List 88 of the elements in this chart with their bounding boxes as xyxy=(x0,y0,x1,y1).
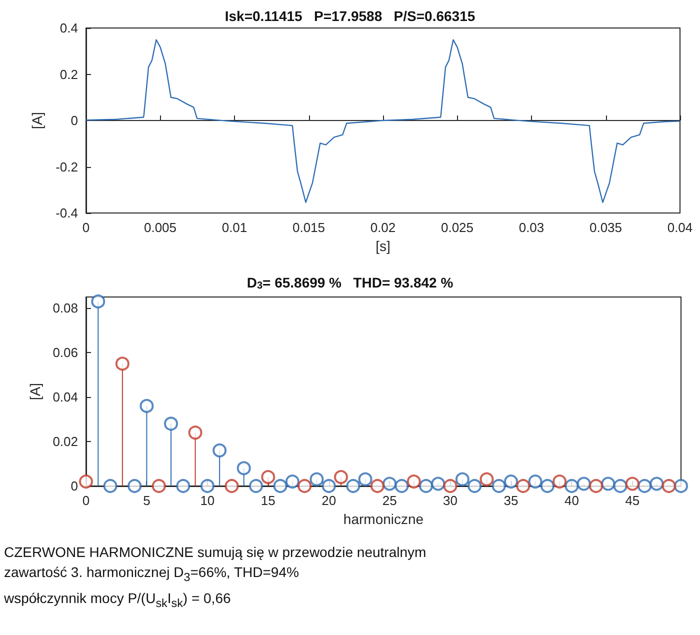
point xyxy=(200,479,214,493)
point xyxy=(103,479,118,493)
point xyxy=(576,476,591,491)
point xyxy=(273,479,288,493)
point xyxy=(322,479,336,493)
x-tick-label: 35 xyxy=(504,493,518,508)
point xyxy=(589,479,603,493)
point xyxy=(431,476,446,491)
y-axis-title: [A] xyxy=(26,382,43,400)
x-tick-label: 0.025 xyxy=(440,220,474,235)
y-tick-label: 0 xyxy=(70,478,78,494)
y-tick-label: 0.08 xyxy=(52,300,78,316)
text: zawartość 3. harmonicznej D$_{3}$=66%, THD=94% xyxy=(4,563,300,586)
y-tick-label: 0.2 xyxy=(60,66,78,82)
point xyxy=(528,474,542,489)
point xyxy=(346,479,360,493)
point xyxy=(310,472,324,486)
point xyxy=(406,474,421,489)
point xyxy=(224,479,239,493)
point xyxy=(164,416,178,431)
x-tick-label: 40 xyxy=(564,493,579,508)
point xyxy=(601,476,616,491)
point xyxy=(128,479,142,493)
point xyxy=(419,479,433,493)
point xyxy=(516,479,530,493)
point xyxy=(613,479,628,493)
point xyxy=(650,476,664,491)
point xyxy=(468,479,482,493)
point xyxy=(236,461,251,476)
x-tick-label: 15 xyxy=(260,493,276,508)
point xyxy=(188,426,202,440)
x-tick-label: 10 xyxy=(200,493,215,508)
x-axis-title: harmoniczne xyxy=(343,511,424,527)
text: CZERWONE HARMONICZNE sumują się w przewodzie neutralnym xyxy=(4,543,426,562)
x-tick-label: 30 xyxy=(443,493,458,508)
x-tick-label: 5 xyxy=(143,493,150,508)
point xyxy=(176,479,190,493)
point xyxy=(79,474,93,489)
point xyxy=(443,479,458,493)
point xyxy=(298,479,312,493)
point xyxy=(91,294,106,308)
point xyxy=(480,472,494,486)
point xyxy=(492,479,506,493)
point xyxy=(674,479,688,493)
point xyxy=(370,479,384,493)
x-tick-label: 25 xyxy=(382,493,397,508)
y-tick-label: 0.04 xyxy=(52,390,78,405)
point xyxy=(212,443,227,458)
x-tick-label: 0.015 xyxy=(292,220,326,235)
point xyxy=(152,479,166,493)
point xyxy=(662,479,676,493)
text: współczynnik mocy P/(U$_{sk}$I$_{sk}$) = 0,66 xyxy=(4,588,232,612)
point xyxy=(455,472,470,486)
point xyxy=(334,470,348,484)
point xyxy=(394,479,409,493)
x-tick-label: 0 xyxy=(82,493,90,508)
point xyxy=(382,476,397,491)
point xyxy=(285,474,300,489)
point xyxy=(552,474,567,489)
point xyxy=(625,476,640,491)
line-series xyxy=(85,39,681,203)
x-axis-title: [s] xyxy=(376,238,390,254)
point xyxy=(140,398,154,413)
x-tick-label: 0.03 xyxy=(518,220,544,235)
point xyxy=(504,474,518,489)
x-tick-label: 20 xyxy=(322,493,336,508)
point xyxy=(358,472,372,486)
x-tick-label: 0.02 xyxy=(370,220,396,235)
x-tick-label: 0.035 xyxy=(589,220,622,235)
y-axis-title: [A] xyxy=(29,112,45,130)
point xyxy=(540,479,554,493)
x-tick-label: 45 xyxy=(625,493,640,508)
y-tick-label: -0.2 xyxy=(56,159,78,174)
point xyxy=(115,356,130,371)
x-tick-label: 0.005 xyxy=(144,220,177,235)
x-tick-label: 0 xyxy=(82,220,90,235)
y-tick-label: 0.4 xyxy=(60,20,78,36)
y-tick-label: 0 xyxy=(70,113,78,128)
chart-title: Isk=0.11415 P=17.9588 P/S=0.66315 xyxy=(224,8,476,24)
point xyxy=(638,479,652,493)
y-tick-label: 0.02 xyxy=(52,434,78,450)
y-tick-label: 0.06 xyxy=(52,345,78,360)
x-tick-label: 0.04 xyxy=(667,220,693,235)
x-tick-label: 0.01 xyxy=(222,220,248,235)
point xyxy=(261,470,276,484)
y-tick-label: -0.4 xyxy=(56,206,78,220)
point xyxy=(249,479,263,493)
point xyxy=(564,479,579,493)
